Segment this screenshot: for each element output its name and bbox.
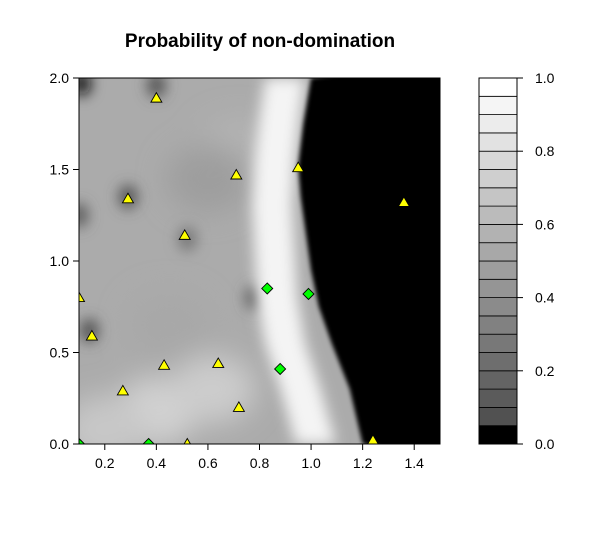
light-spot: [127, 291, 212, 360]
y-axis: 0.0 0.5 1.0 1.5 2.0: [50, 70, 79, 452]
colorbar-axis: 0.0 0.2 0.4 0.6 0.8 1.0: [517, 70, 555, 452]
colorbar-level: [478, 205, 518, 225]
colorbar-level: [478, 77, 518, 97]
colorbar-level: [478, 260, 518, 280]
triangle-marker: [116, 384, 130, 396]
diamond-marker: [302, 287, 315, 301]
triangle-marker: [157, 358, 171, 370]
colorbar-level: [478, 242, 518, 262]
light-spot: [171, 355, 256, 424]
y-tick-label: 1.5: [50, 162, 70, 178]
dominated-region: [298, 78, 440, 444]
colorbar: [478, 77, 518, 445]
colorbar-level: [478, 352, 518, 372]
dark-spot: [79, 203, 88, 228]
triangle-marker: [291, 161, 305, 173]
x-tick-label: 0.6: [198, 455, 218, 471]
colorbar-frame: [478, 77, 518, 445]
colorbar-level: [478, 406, 518, 427]
x-tick-label: 1.0: [301, 455, 321, 471]
colorbar-level: [478, 187, 518, 207]
chart-title: Probability of non-domination: [125, 31, 395, 52]
colorbar-tick-label: 0.6: [535, 216, 555, 232]
colorbar-level: [478, 150, 518, 170]
triangle-marker: [85, 329, 99, 341]
colorbar-level: [478, 315, 518, 335]
y-tick-label: 1.0: [50, 253, 70, 269]
y-tick-label: 0.0: [50, 436, 70, 452]
colorbar-level: [478, 425, 518, 445]
light-spot: [79, 395, 147, 444]
triangle-marker: [367, 433, 379, 444]
dark-spot: [147, 78, 166, 98]
y-tick-label: 2.0: [50, 70, 70, 86]
bright-ridge: [252, 78, 336, 444]
colorbar-tick-label: 0.8: [535, 143, 555, 159]
x-tick-label: 0.8: [250, 455, 270, 471]
colorbar-level: [478, 114, 518, 134]
light-spot: [165, 144, 250, 213]
light-regions: [79, 117, 281, 444]
design-points: [79, 91, 411, 444]
x-tick-label: 0.2: [95, 455, 115, 471]
triangle-marker: [121, 192, 135, 204]
x-tick-label: 1.4: [404, 455, 424, 471]
triangle-marker: [183, 437, 192, 444]
y-tick-label: 0.5: [50, 345, 70, 361]
triangle-marker: [211, 357, 225, 368]
colorbar-tick-label: 0.4: [535, 290, 555, 306]
diamond-marker: [79, 437, 86, 444]
colorbar-level: [478, 132, 518, 152]
probability-surface: [79, 78, 440, 444]
colorbar-level: [478, 169, 518, 189]
colorbar-tick-label: 0.2: [535, 363, 555, 379]
x-tick-label: 0.4: [147, 455, 167, 471]
colorbar-tick-label: 0.0: [535, 436, 555, 452]
colorbar-level: [478, 95, 518, 116]
colorbar-level: [478, 333, 518, 353]
triangle-marker: [150, 91, 163, 103]
colorbar-level: [478, 388, 518, 408]
triangle-marker: [232, 401, 246, 412]
triangle-marker: [178, 228, 192, 240]
dark-spot: [79, 78, 91, 96]
triangle-marker: [397, 196, 411, 207]
triangle-marker: [230, 168, 243, 180]
colorbar-tick-label: 1.0: [535, 70, 555, 86]
diamond-marker: [142, 437, 155, 444]
diamond-marker: [261, 282, 274, 295]
colorbar-level: [478, 278, 518, 298]
triangle-marker: [79, 291, 86, 303]
x-tick-label: 1.2: [353, 455, 373, 471]
diamond-marker: [273, 362, 287, 376]
colorbar-level: [478, 297, 518, 317]
x-axis: 0.2 0.4 0.6 0.8 1.0 1.2 1.4: [95, 444, 424, 471]
colorbar-level: [478, 223, 518, 244]
colorbar-level: [478, 370, 518, 390]
